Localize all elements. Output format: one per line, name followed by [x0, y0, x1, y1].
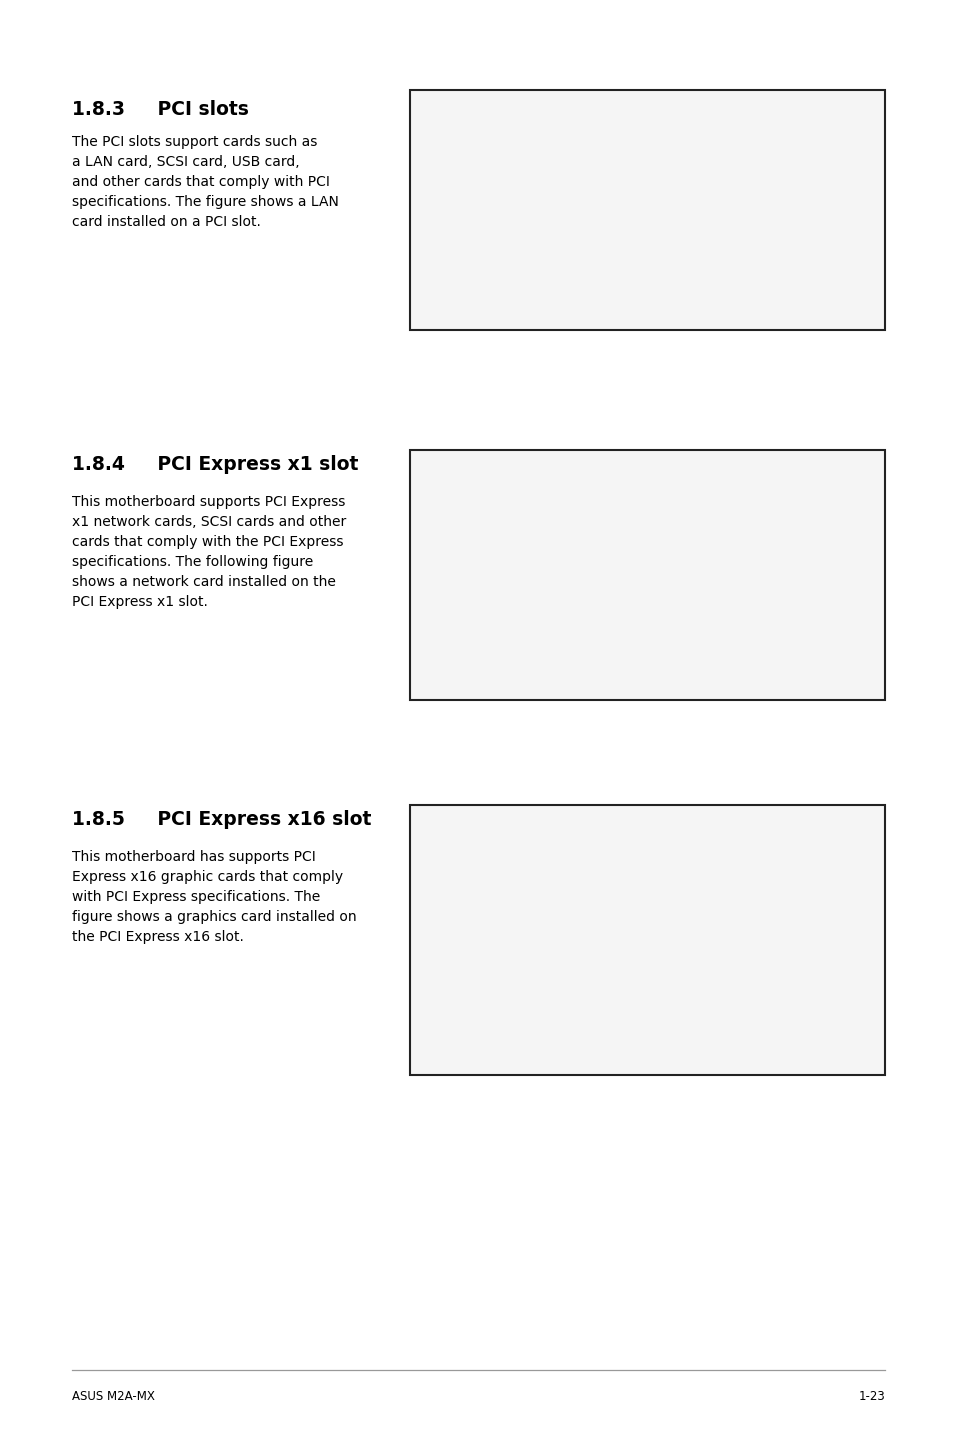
Text: This motherboard has supports PCI
Express x16 graphic cards that comply
with PCI: This motherboard has supports PCI Expres… [71, 850, 356, 945]
Text: 1.8.3     PCI slots: 1.8.3 PCI slots [71, 101, 249, 119]
Bar [410, 91, 884, 329]
Text: The PCI slots support cards such as
a LAN card, SCSI card, USB card,
and other c: The PCI slots support cards such as a LA… [71, 135, 338, 229]
Bar [410, 450, 884, 700]
Bar [410, 805, 884, 1076]
Text: 1.8.4     PCI Express x1 slot: 1.8.4 PCI Express x1 slot [71, 454, 358, 475]
Text: 1.8.5     PCI Express x16 slot: 1.8.5 PCI Express x16 slot [71, 810, 371, 828]
Text: 1-23: 1-23 [858, 1391, 884, 1403]
Text: This motherboard supports PCI Express
x1 network cards, SCSI cards and other
car: This motherboard supports PCI Express x1… [71, 495, 346, 610]
Text: ASUS M2A-MX: ASUS M2A-MX [71, 1391, 154, 1403]
